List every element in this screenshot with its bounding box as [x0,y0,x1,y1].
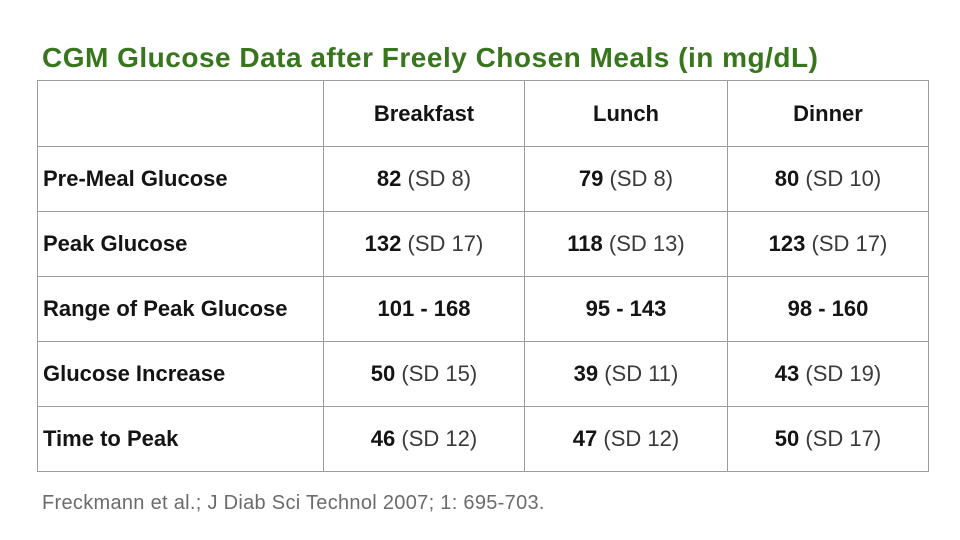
table-row: Pre-Meal Glucose 82 (SD 8) 79 (SD 8) 80 … [37,146,929,212]
value-cell: 50 (SD 17) [727,406,929,472]
value-number: 50 [774,426,800,451]
value-cell: 46 (SD 12) [323,406,525,472]
table-row: Peak Glucose 132 (SD 17) 118 (SD 13) 123… [37,211,929,277]
corner-cell [37,80,324,147]
value-sd: (SD 13) [602,231,685,256]
value-number: 82 [376,166,402,191]
value-sd: (SD 17) [805,231,888,256]
value-cell: 82 (SD 8) [323,146,525,212]
row-label: Pre-Meal Glucose [37,146,324,212]
value-cell: 80 (SD 10) [727,146,929,212]
value-sd: (SD 8) [603,166,674,191]
value-sd: (SD 17) [799,426,882,451]
value-cell: 123 (SD 17) [727,211,929,277]
value-cell: 43 (SD 19) [727,341,929,407]
row-label: Time to Peak [37,406,324,472]
value-sd: (SD 10) [799,166,882,191]
value-number: 46 [370,426,396,451]
value-number: 80 [774,166,800,191]
value-range: 95 - 143 [585,296,667,321]
column-header-breakfast: Breakfast [323,80,525,147]
column-header-lunch: Lunch [524,80,728,147]
value-range: 101 - 168 [377,296,471,321]
value-cell: 50 (SD 15) [323,341,525,407]
value-number: 79 [578,166,604,191]
page-title: CGM Glucose Data after Freely Chosen Mea… [42,41,819,73]
row-label: Range of Peak Glucose [37,276,324,342]
value-sd: (SD 12) [597,426,680,451]
value-sd: (SD 12) [395,426,478,451]
table-row: Time to Peak 46 (SD 12) 47 (SD 12) 50 (S… [37,406,929,472]
column-header-dinner: Dinner [727,80,929,147]
value-number: 132 [364,231,402,256]
value-sd: (SD 17) [401,231,484,256]
table-row: Glucose Increase 50 (SD 15) 39 (SD 11) 4… [37,341,929,407]
value-number: 39 [573,361,599,386]
value-cell: 101 - 168 [323,276,525,342]
value-cell: 98 - 160 [727,276,929,342]
value-number: 43 [774,361,800,386]
value-cell: 79 (SD 8) [524,146,728,212]
row-label: Peak Glucose [37,211,324,277]
header-row: Breakfast Lunch Dinner [37,80,929,147]
value-cell: 47 (SD 12) [524,406,728,472]
value-sd: (SD 8) [401,166,472,191]
value-cell: 95 - 143 [524,276,728,342]
value-cell: 132 (SD 17) [323,211,525,277]
value-number: 123 [768,231,806,256]
value-cell: 118 (SD 13) [524,211,728,277]
row-label: Glucose Increase [37,341,324,407]
value-sd: (SD 15) [395,361,478,386]
value-sd: (SD 19) [799,361,882,386]
glucose-data-table: Breakfast Lunch Dinner Pre-Meal Glucose … [37,80,929,472]
value-number: 47 [572,426,598,451]
value-number: 50 [370,361,396,386]
table-row: Range of Peak Glucose 101 - 168 95 - 143… [37,276,929,342]
value-sd: (SD 11) [598,361,679,386]
value-number: 118 [567,231,603,256]
source-citation: Freckmann et al.; J Diab Sci Technol 200… [42,492,545,514]
value-range: 98 - 160 [787,296,869,321]
value-cell: 39 (SD 11) [524,341,728,407]
